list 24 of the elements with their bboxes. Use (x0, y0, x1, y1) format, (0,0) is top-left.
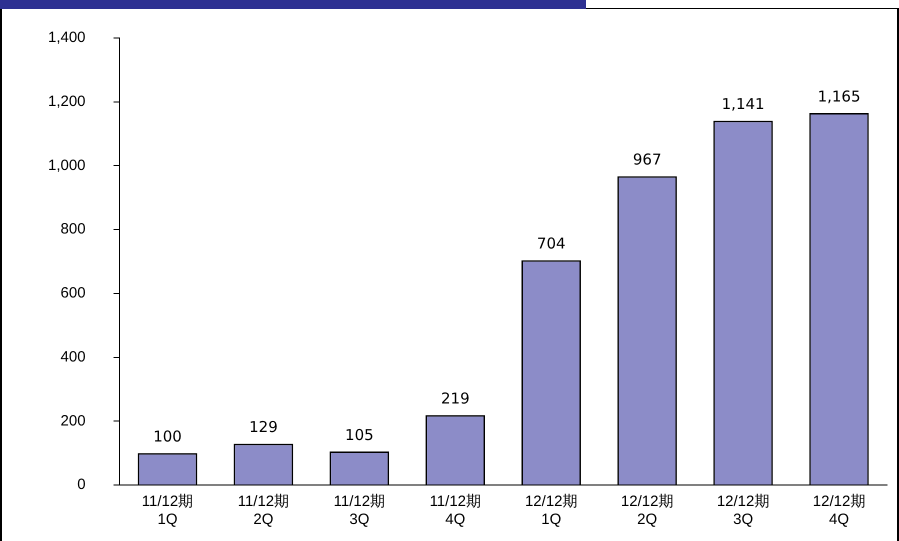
x-tick-label: 12/12期 2Q (620, 493, 674, 528)
x-tick-label: 11/12期 2Q (238, 493, 290, 528)
data-label: 219 (440, 389, 470, 408)
data-label: 1,165 (818, 87, 861, 106)
data-label: 129 (249, 418, 278, 436)
y-tick-label: 800 (60, 220, 86, 238)
x-tick-label: 11/12期 4Q (430, 493, 482, 528)
y-tick-label: 200 (60, 412, 86, 430)
x-tick-label: 12/12期 3Q (716, 493, 770, 528)
y-tick-label: 1,200 (48, 93, 86, 110)
x-tick-label: 11/12期 1Q (142, 493, 194, 528)
x-tick-label: 12/12期 4Q (812, 493, 866, 528)
y-tick-label: 1,400 (48, 29, 86, 46)
y-tick-label: 1,000 (48, 156, 86, 174)
x-tick-label: 11/12期 3Q (334, 493, 386, 528)
data-label: 967 (632, 150, 662, 169)
data-label: 105 (345, 426, 374, 444)
data-label: 100 (153, 427, 182, 446)
data-label: 704 (536, 234, 566, 253)
data-label: 1,141 (722, 95, 765, 114)
x-tick-label: 12/12期 1Q (524, 493, 578, 528)
y-tick-label: 600 (60, 284, 86, 302)
y-tick-label: 0 (77, 476, 86, 494)
y-tick-label: 400 (60, 348, 86, 366)
